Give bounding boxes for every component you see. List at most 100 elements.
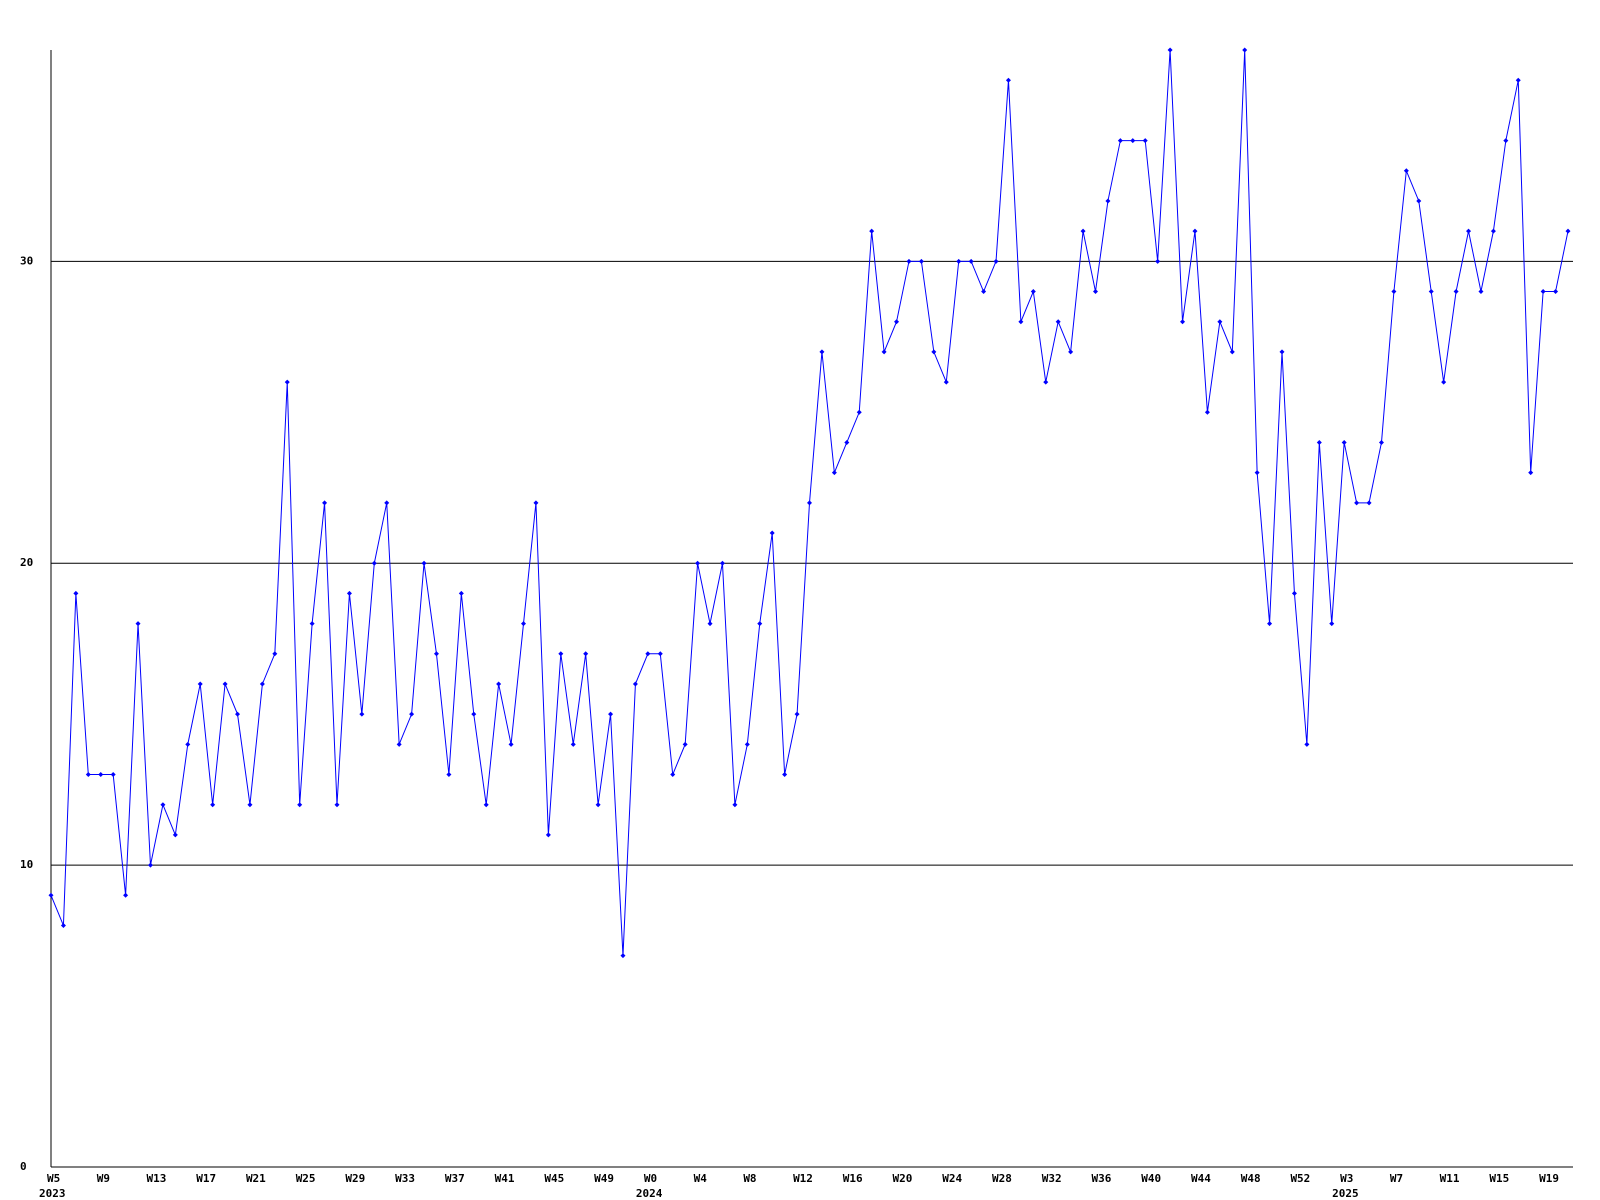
x-tick-label: W7 — [1390, 1172, 1403, 1185]
point-marker — [583, 651, 589, 657]
x-tick-label: W25 — [296, 1172, 316, 1185]
point-marker — [160, 802, 166, 808]
x-tick-label: W5 — [47, 1172, 60, 1185]
point-marker — [831, 470, 837, 476]
point-marker — [1329, 621, 1335, 627]
x-tick-label: W28 — [992, 1172, 1012, 1185]
point-marker — [384, 500, 390, 506]
point-marker — [73, 590, 79, 596]
x-tick-label: W20 — [893, 1172, 913, 1185]
point-marker — [1105, 198, 1111, 204]
point-marker — [819, 349, 825, 355]
point-marker — [222, 681, 228, 687]
point-marker — [297, 802, 303, 808]
point-marker — [235, 711, 241, 717]
point-marker — [1528, 470, 1534, 476]
x-tick-label: W9 — [97, 1172, 110, 1185]
point-marker — [1267, 621, 1273, 627]
x-tick-label: W36 — [1091, 1172, 1111, 1185]
point-marker — [496, 681, 502, 687]
point-marker — [1565, 228, 1571, 234]
point-marker — [1366, 500, 1372, 506]
point-marker — [185, 741, 191, 747]
point-marker — [794, 711, 800, 717]
point-marker — [1068, 349, 1074, 355]
point-marker — [396, 741, 402, 747]
x-tick-label: W21 — [246, 1172, 266, 1185]
point-marker — [558, 651, 564, 657]
x-tick-label: W11 — [1440, 1172, 1460, 1185]
point-marker — [359, 711, 365, 717]
x-tick-label: W13 — [146, 1172, 166, 1185]
point-marker — [981, 289, 987, 295]
x-tick-label: W8 — [743, 1172, 756, 1185]
point-marker — [1092, 289, 1098, 295]
point-marker — [545, 832, 551, 838]
point-marker — [508, 741, 514, 747]
x-year-label: 2024 — [636, 1187, 663, 1200]
point-marker — [1416, 198, 1422, 204]
point-marker — [1378, 439, 1384, 445]
point-marker — [695, 560, 701, 566]
point-marker — [670, 772, 676, 778]
x-tick-label: W24 — [942, 1172, 962, 1185]
x-tick-label: W19 — [1539, 1172, 1559, 1185]
y-tick-label: 0 — [20, 1160, 27, 1173]
point-marker — [719, 560, 725, 566]
point-marker — [471, 711, 477, 717]
point-marker — [707, 621, 713, 627]
x-tick-label: W52 — [1290, 1172, 1310, 1185]
point-marker — [844, 439, 850, 445]
y-tick-label: 30 — [20, 254, 33, 267]
point-marker — [346, 590, 352, 596]
point-marker — [757, 621, 763, 627]
point-marker — [1441, 379, 1447, 385]
point-marker — [371, 560, 377, 566]
point-marker — [1018, 319, 1024, 325]
x-tick-label: W37 — [445, 1172, 465, 1185]
point-marker — [1254, 470, 1260, 476]
point-marker — [1291, 590, 1297, 596]
point-marker — [1167, 47, 1173, 53]
point-marker — [1553, 289, 1559, 295]
point-marker — [608, 711, 614, 717]
point-marker — [433, 651, 439, 657]
point-marker — [732, 802, 738, 808]
point-marker — [197, 681, 203, 687]
point-marker — [1204, 409, 1210, 415]
point-marker — [645, 651, 651, 657]
point-marker — [284, 379, 290, 385]
point-marker — [1391, 289, 1397, 295]
x-tick-label: W16 — [843, 1172, 863, 1185]
point-marker — [521, 621, 527, 627]
point-marker — [409, 711, 415, 717]
point-marker — [1354, 500, 1360, 506]
point-marker — [1341, 439, 1347, 445]
point-marker — [1043, 379, 1049, 385]
point-marker — [807, 500, 812, 506]
x-tick-label: W41 — [495, 1172, 515, 1185]
x-tick-label: W33 — [395, 1172, 415, 1185]
point-marker — [1540, 289, 1546, 295]
point-marker — [1478, 289, 1484, 295]
point-marker — [1217, 319, 1223, 325]
point-marker — [135, 621, 141, 627]
point-marker — [657, 651, 663, 657]
x-tick-label: W0 — [644, 1172, 657, 1185]
point-marker — [968, 258, 974, 264]
x-year-label: 2023 — [39, 1187, 66, 1200]
point-marker — [906, 258, 912, 264]
point-marker — [1428, 289, 1434, 295]
point-marker — [334, 802, 340, 808]
point-marker — [98, 772, 104, 778]
x-tick-label: W29 — [345, 1172, 365, 1185]
point-marker — [856, 409, 862, 415]
point-marker — [1055, 319, 1061, 325]
x-tick-label: W32 — [1042, 1172, 1062, 1185]
point-marker — [956, 258, 962, 264]
point-marker — [483, 802, 489, 808]
point-marker — [322, 500, 328, 506]
point-marker — [272, 651, 278, 657]
